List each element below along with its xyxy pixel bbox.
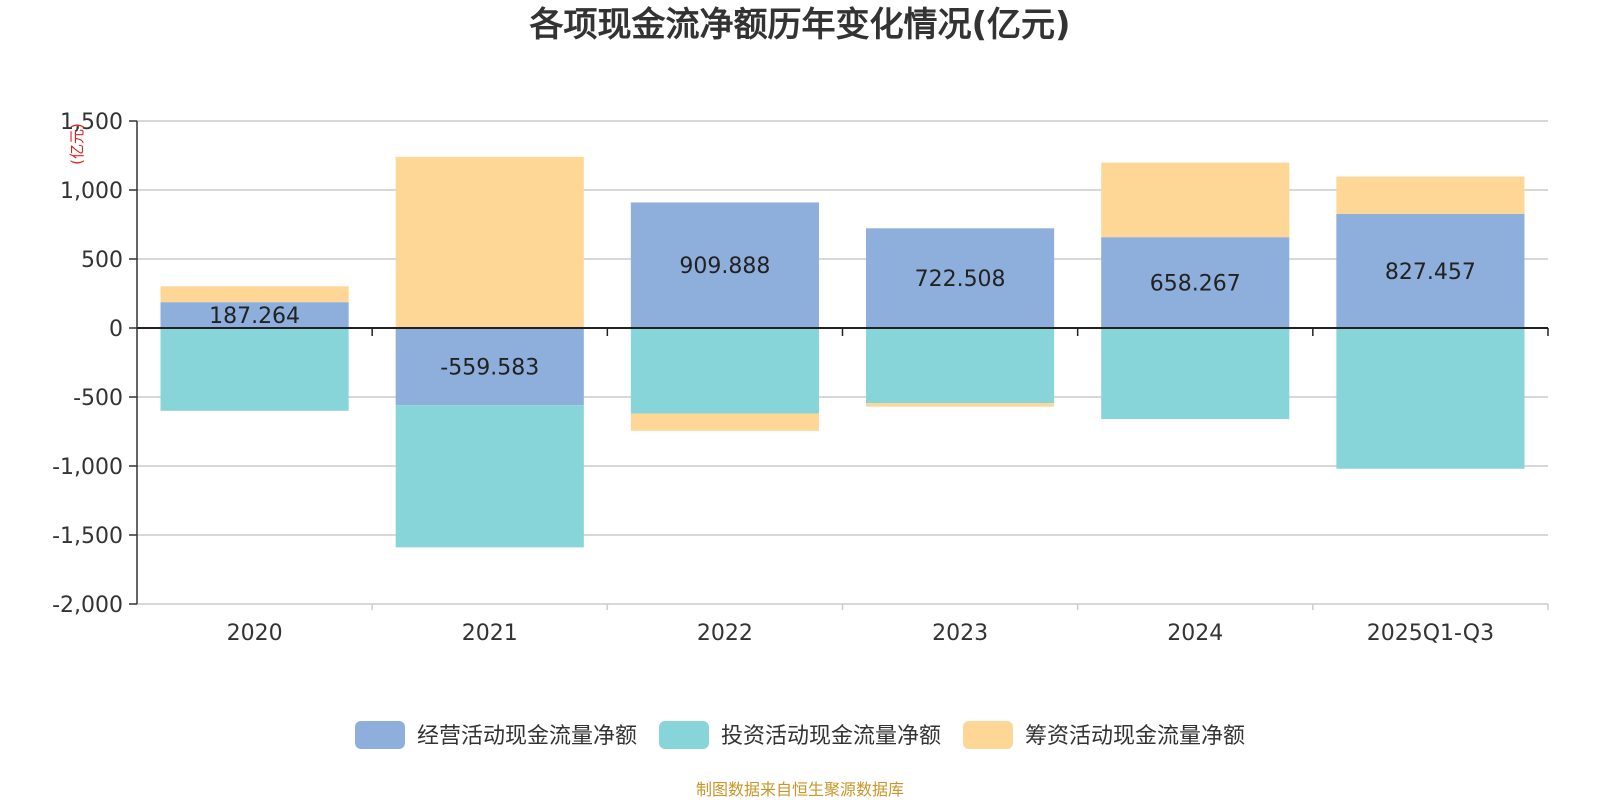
- bar-2-2023: [866, 328, 1055, 404]
- legend-swatch: [355, 721, 405, 749]
- bar-1-2021: [395, 328, 584, 406]
- data-label: 722.508: [915, 267, 1006, 292]
- axis-layer: 1,500 1,000 500 0 -500 -1,000 -1,500 -2,000 2020…: [52, 110, 1549, 646]
- source-note: 制图数据来自恒生聚源数据库: [696, 780, 904, 799]
- legend-label: 投资活动现金流量净额: [721, 724, 941, 749]
- x-tick-label: 2023: [932, 621, 988, 646]
- legend-label: 经营活动现金流量净额: [417, 724, 637, 749]
- y-tick-label: 500: [81, 248, 123, 273]
- bar-2-2024: [1101, 328, 1290, 420]
- bar-1-2022: [630, 202, 819, 328]
- bar-2-2022: [630, 328, 819, 414]
- bar-2-2020: [160, 328, 349, 411]
- chart-title: 各项现金流净额历年变化情况(亿元): [529, 5, 1070, 45]
- bar-3-2020: [160, 286, 349, 303]
- y-tick-label: -1,500: [52, 524, 123, 549]
- y-tick-label: 1,000: [60, 179, 123, 204]
- x-tick-label: 2022: [697, 621, 753, 646]
- bar-1-2023: [866, 228, 1055, 328]
- legend-swatch: [659, 721, 709, 749]
- data-label: 658.267: [1150, 272, 1241, 297]
- y-tick-label: -1,000: [52, 455, 123, 480]
- bar-3-2025Q1-Q3: [1336, 176, 1525, 214]
- y-tick-label: -500: [73, 386, 123, 411]
- data-label: -559.583: [440, 356, 539, 381]
- bar-3-2024: [1101, 162, 1290, 238]
- x-tick-label: 2024: [1167, 621, 1223, 646]
- bar-1-2020: [160, 302, 349, 328]
- data-label: 909.888: [679, 254, 770, 279]
- x-tick-label: 2020: [227, 621, 283, 646]
- x-tick-label: 2025Q1-Q3: [1367, 621, 1494, 646]
- bar-3-2022: [630, 413, 819, 431]
- legend: 经营活动现金流量净额 投资活动现金流量净额 筹资活动现金流量净额: [355, 721, 1245, 749]
- legend-swatch: [963, 721, 1013, 749]
- data-label: 827.457: [1385, 260, 1476, 285]
- x-tick-label: 2021: [462, 621, 518, 646]
- legend-label: 筹资活动现金流量净额: [1025, 724, 1245, 749]
- bar-3-2023: [866, 403, 1055, 407]
- bar-layer: [160, 156, 1525, 548]
- data-label: 187.264: [209, 304, 300, 329]
- y-tick-label: 0: [109, 317, 123, 342]
- bar-1-2025Q1-Q3: [1336, 213, 1525, 328]
- y-tick-label: 1,500: [60, 110, 123, 135]
- y-tick-label: -2,000: [52, 593, 123, 618]
- bar-1-2024: [1101, 237, 1290, 328]
- label-layer: 187.264 -559.583 909.888 722.508 658.267 827.…: [209, 254, 1476, 380]
- bar-2-2025Q1-Q3: [1336, 328, 1525, 469]
- bar-2-2021: [395, 405, 584, 548]
- y-axis-unit: (亿元): [68, 123, 86, 165]
- bar-3-2021: [395, 156, 584, 328]
